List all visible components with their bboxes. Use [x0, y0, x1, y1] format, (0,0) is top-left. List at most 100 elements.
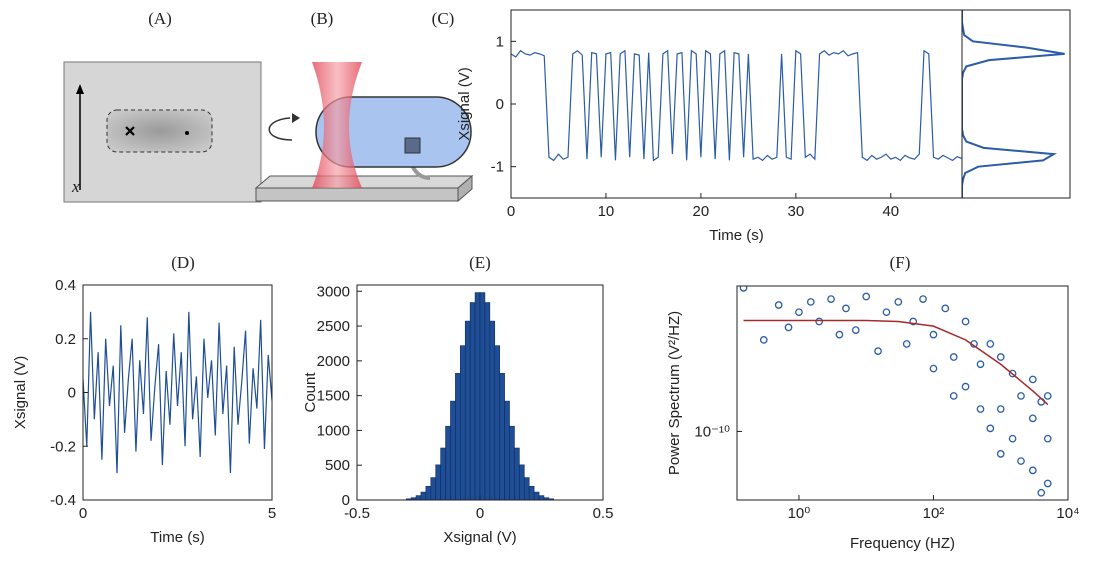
- scatter-point: [996, 405, 1005, 413]
- chart-panel: (D) Time (s) Xsignal (V) 0 5 -0.4 -0.2 0 0.2 0.4: [12, 253, 276, 546]
- histogram-bar: [469, 302, 476, 500]
- histogram-bar: [528, 485, 535, 500]
- scatter-point: [1028, 375, 1037, 384]
- scatter-point: [774, 301, 783, 309]
- histogram-bar: [484, 302, 491, 500]
- y-tick-label: 0.2: [55, 331, 76, 348]
- scatter-point: [1017, 392, 1025, 400]
- scatter-point: [795, 308, 803, 317]
- scatter-point: [1043, 434, 1052, 443]
- plot-area: [739, 286, 1052, 497]
- rotation-arrow: [268, 117, 293, 141]
- x-axis-label: Frequency (HZ): [850, 535, 955, 552]
- scatter-point: [996, 450, 1005, 458]
- y-tick-label: 0: [342, 492, 350, 509]
- x-axis-label: Time (s): [150, 529, 204, 546]
- x-tick-label: 10⁴: [1056, 505, 1079, 522]
- histogram-bar: [509, 425, 515, 500]
- histogram-bar: [450, 400, 456, 500]
- x-tick-label: 0: [79, 505, 87, 522]
- stage-side: [457, 174, 473, 203]
- scatter-point: [851, 326, 860, 334]
- histogram-bar: [479, 292, 486, 500]
- y-tick-label: 500: [325, 457, 350, 474]
- panel-label: (B): [311, 9, 334, 28]
- x-tick-label: 30: [787, 203, 804, 220]
- fit-line: [743, 319, 1049, 406]
- y-axis-label: Xsignal (V): [12, 356, 29, 429]
- histogram-bar: [519, 464, 525, 500]
- histogram-bar: [460, 345, 466, 500]
- histogram-bar: [474, 292, 481, 500]
- histogram-bar: [533, 491, 540, 500]
- axes-frame: [736, 285, 1069, 501]
- scatter-point: [1017, 457, 1025, 465]
- x-axis-label: Time (s): [709, 227, 763, 244]
- scatter-point: [929, 364, 938, 373]
- chart-panel: (F) Frequency (HZ) Power Spectrum (V²/HZ) 1…: [666, 253, 1080, 552]
- scatter-point: [976, 360, 985, 369]
- scatter-point: [902, 340, 911, 348]
- axes-frame: [510, 9, 963, 199]
- x-tick-label: 40: [882, 203, 899, 220]
- plot-area: [962, 10, 1065, 198]
- stage-front: [255, 187, 459, 202]
- scatter-point: [827, 295, 835, 303]
- scatter-point: [986, 340, 995, 348]
- scatter-point: [894, 298, 903, 306]
- chip: [404, 137, 421, 154]
- y-tick-label: 2500: [317, 318, 350, 335]
- y-tick-label: 1: [496, 33, 504, 50]
- capsule: [315, 96, 472, 168]
- scatter-point: [1043, 392, 1052, 400]
- dot-marker: [185, 131, 189, 135]
- scatter-point: [941, 304, 950, 313]
- plot-area: [511, 49, 962, 162]
- scatter-point: [882, 308, 891, 317]
- x-tick-label: 0: [507, 203, 515, 220]
- chart-panel: (C) Time (s) Xsignal (V) 0 10 20 30 40 -1 0 1: [432, 9, 963, 244]
- y-tick-label: 0: [496, 96, 504, 113]
- scatter-point: [835, 330, 844, 339]
- y-tick-label: -0.4: [50, 492, 76, 509]
- y-tick-label: 1000: [317, 422, 350, 439]
- plot-area: [405, 292, 555, 500]
- cell-outline: [106, 109, 213, 153]
- histogram-bar: [455, 373, 461, 500]
- scatter-point: [815, 317, 824, 326]
- axis-label: x: [71, 177, 80, 196]
- scatter-point: [961, 382, 970, 391]
- scatter-point: [949, 392, 958, 400]
- data-line: [511, 49, 962, 162]
- arrow-head: [292, 113, 300, 123]
- scatter-point: [1037, 488, 1046, 497]
- x-tick-label: 0.5: [593, 505, 614, 522]
- x-tick-label: 10: [598, 203, 615, 220]
- scatter-point: [961, 317, 970, 326]
- y-tick-label: -1: [491, 159, 504, 176]
- scatter-point: [1008, 369, 1017, 378]
- histogram-bar: [445, 425, 451, 500]
- histogram-bar: [464, 320, 471, 500]
- histogram-bar: [499, 373, 505, 500]
- scatter-point: [976, 405, 985, 413]
- histogram-bar: [440, 447, 446, 500]
- panel-label: (A): [148, 9, 172, 28]
- x-tick-label: -0.5: [344, 505, 370, 522]
- arrow-head: [76, 84, 84, 94]
- axes-frame: [961, 9, 1071, 199]
- histogram-bar: [514, 447, 520, 500]
- scatter-point: [806, 298, 815, 306]
- scatter-point: [862, 292, 871, 301]
- x-axis-label: Xsignal (V): [443, 529, 516, 546]
- scatter-point: [784, 323, 793, 332]
- chart-title: (C): [432, 9, 455, 28]
- scatter-point: [1028, 414, 1037, 423]
- panel-a: (A) x: [63, 9, 262, 203]
- y-tick-label: 0.4: [55, 277, 76, 294]
- histogram-bar: [425, 485, 432, 500]
- histogram-bar: [504, 400, 510, 500]
- histogram-bar: [415, 495, 422, 500]
- x-tick-label: 10²: [923, 505, 945, 522]
